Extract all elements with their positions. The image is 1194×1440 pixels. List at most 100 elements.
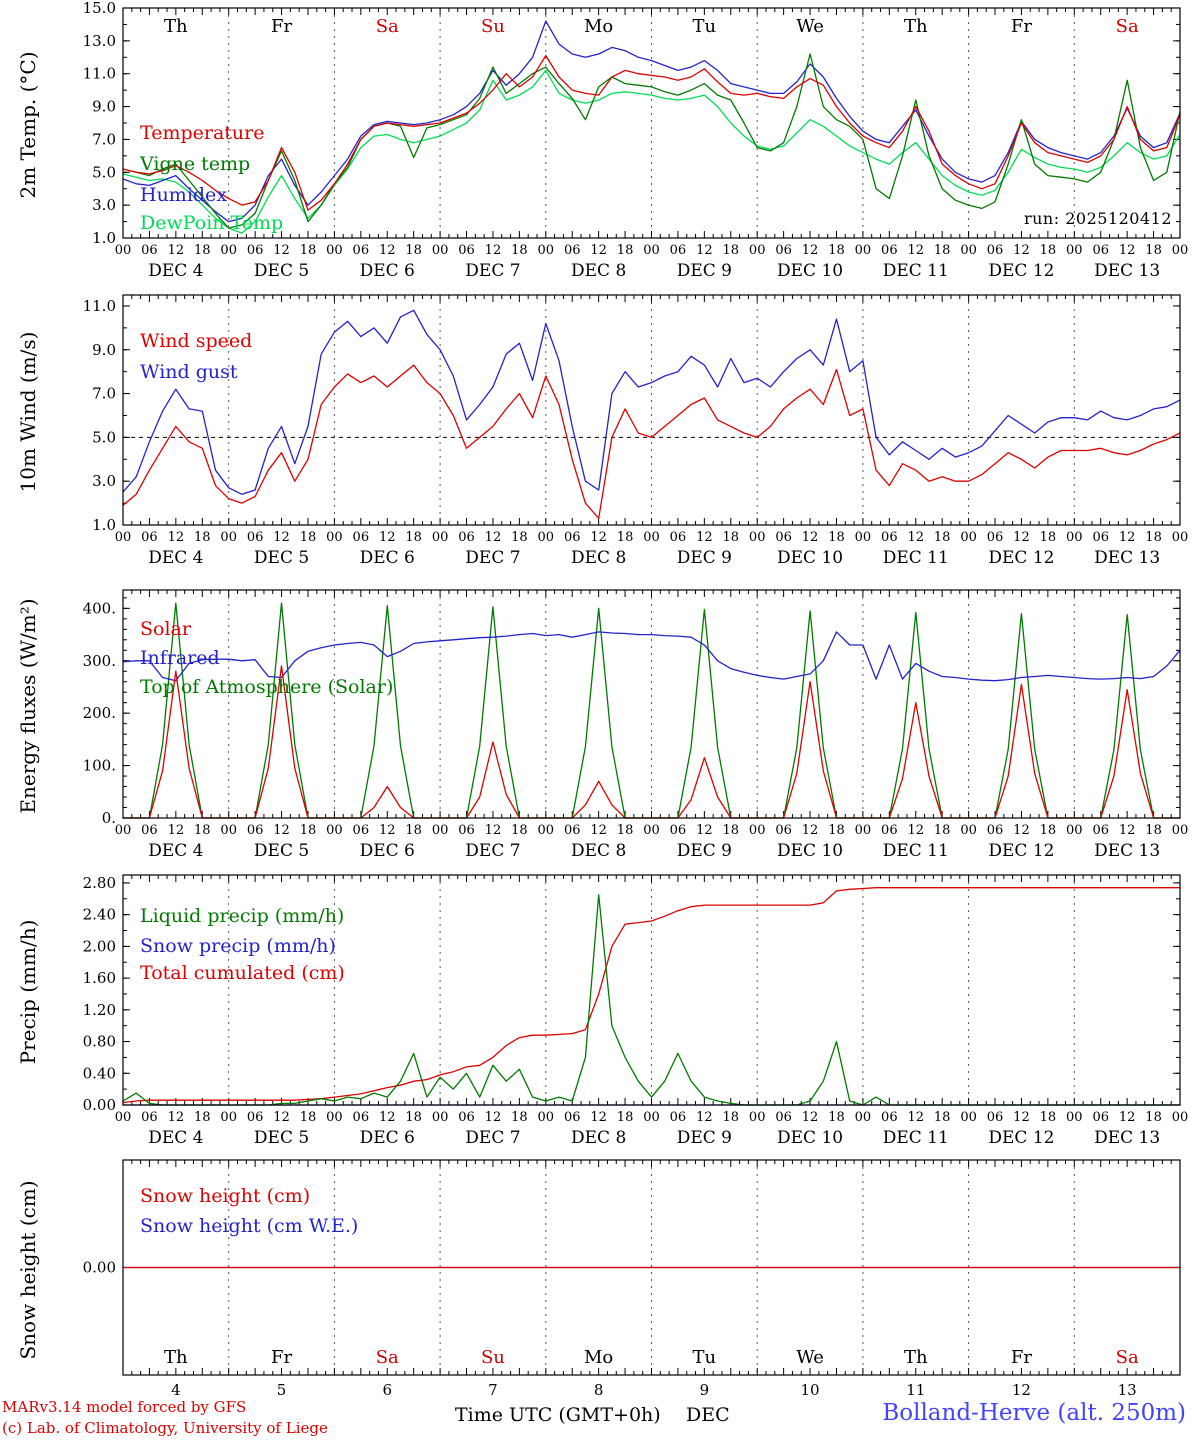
- svg-text:15.0: 15.0: [83, 0, 116, 17]
- svg-text:DEC 12: DEC 12: [988, 548, 1054, 568]
- svg-text:DEC 6: DEC 6: [360, 1128, 415, 1148]
- svg-text:06: 06: [670, 530, 687, 545]
- svg-text:06: 06: [353, 823, 370, 838]
- svg-text:18: 18: [934, 530, 951, 545]
- svg-text:8: 8: [594, 1381, 604, 1399]
- svg-text:Th: Th: [904, 16, 928, 37]
- x-axis-title-month: DEC: [686, 1404, 730, 1426]
- svg-text:00: 00: [855, 243, 872, 258]
- svg-text:06: 06: [670, 823, 687, 838]
- svg-text:00: 00: [960, 243, 977, 258]
- svg-text:DEC 13: DEC 13: [1094, 1128, 1160, 1148]
- svg-text:9.0: 9.0: [92, 341, 116, 359]
- legend-dewpoint-temp: DewPoin Temp: [140, 212, 284, 234]
- svg-text:12: 12: [168, 1110, 185, 1125]
- svg-text:18: 18: [828, 243, 845, 258]
- svg-text:Mo: Mo: [584, 16, 613, 37]
- legend-temperature: Temperature: [140, 122, 265, 144]
- legend-solar: Solar: [140, 618, 191, 640]
- svg-text:06: 06: [247, 530, 264, 545]
- svg-text:DEC 4: DEC 4: [148, 841, 203, 861]
- svg-text:5.0: 5.0: [92, 428, 116, 446]
- svg-text:DEC 5: DEC 5: [254, 841, 309, 861]
- svg-text:200.: 200.: [83, 704, 116, 722]
- svg-text:00: 00: [1172, 1110, 1189, 1125]
- svg-text:11.0: 11.0: [83, 297, 116, 315]
- svg-text:DEC 4: DEC 4: [148, 261, 203, 281]
- svg-text:DEC 10: DEC 10: [777, 841, 843, 861]
- svg-text:DEC 6: DEC 6: [360, 548, 415, 568]
- svg-text:00: 00: [432, 530, 449, 545]
- svg-text:12: 12: [696, 530, 713, 545]
- svg-text:DEC 10: DEC 10: [777, 261, 843, 281]
- svg-text:06: 06: [1092, 243, 1109, 258]
- svg-text:18: 18: [934, 823, 951, 838]
- svg-text:12: 12: [696, 1110, 713, 1125]
- svg-text:00: 00: [115, 1110, 132, 1125]
- svg-text:0.: 0.: [102, 809, 116, 827]
- svg-text:06: 06: [353, 243, 370, 258]
- svg-text:06: 06: [141, 530, 158, 545]
- svg-text:00: 00: [643, 1110, 660, 1125]
- svg-text:00: 00: [432, 823, 449, 838]
- svg-text:00: 00: [960, 1110, 977, 1125]
- svg-text:12: 12: [590, 1110, 607, 1125]
- svg-text:12: 12: [1119, 823, 1136, 838]
- svg-text:00: 00: [115, 823, 132, 838]
- svg-text:1.60: 1.60: [83, 969, 116, 987]
- svg-text:DEC 8: DEC 8: [571, 1128, 626, 1148]
- svg-text:18: 18: [405, 823, 422, 838]
- svg-text:3.0: 3.0: [92, 472, 116, 490]
- svg-text:00: 00: [643, 823, 660, 838]
- svg-text:12: 12: [696, 243, 713, 258]
- svg-text:12: 12: [802, 823, 819, 838]
- svg-text:0.00: 0.00: [83, 1259, 116, 1277]
- svg-text:06: 06: [247, 243, 264, 258]
- svg-text:00: 00: [643, 530, 660, 545]
- svg-text:12: 12: [1119, 1110, 1136, 1125]
- svg-text:00: 00: [749, 530, 766, 545]
- svg-text:9: 9: [700, 1381, 710, 1399]
- svg-text:We: We: [796, 1347, 824, 1368]
- svg-text:00: 00: [326, 1110, 343, 1125]
- svg-text:DEC 11: DEC 11: [883, 841, 949, 861]
- svg-text:18: 18: [723, 243, 740, 258]
- svg-text:06: 06: [564, 243, 581, 258]
- svg-text:Su: Su: [481, 16, 505, 37]
- svg-text:DEC 9: DEC 9: [677, 1128, 732, 1148]
- station-label: Bolland-Herve (alt. 250m): [882, 1400, 1186, 1426]
- svg-text:DEC 6: DEC 6: [360, 841, 415, 861]
- svg-text:DEC 10: DEC 10: [777, 1128, 843, 1148]
- svg-text:18: 18: [934, 243, 951, 258]
- legend-infrared: Infrared: [140, 647, 220, 669]
- svg-text:18: 18: [300, 823, 317, 838]
- svg-text:06: 06: [881, 530, 898, 545]
- svg-text:06: 06: [670, 243, 687, 258]
- svg-text:12: 12: [802, 1110, 819, 1125]
- svg-text:7.0: 7.0: [92, 130, 116, 148]
- svg-text:DEC 11: DEC 11: [883, 548, 949, 568]
- svg-text:12: 12: [168, 243, 185, 258]
- svg-text:18: 18: [194, 530, 211, 545]
- svg-text:18: 18: [828, 823, 845, 838]
- legend-snow-height: Snow height (cm): [140, 1185, 311, 1207]
- svg-text:DEC 6: DEC 6: [360, 261, 415, 281]
- svg-text:18: 18: [1145, 530, 1162, 545]
- svg-text:7: 7: [488, 1381, 498, 1399]
- svg-text:18: 18: [405, 243, 422, 258]
- svg-text:DEC 12: DEC 12: [988, 841, 1054, 861]
- svg-text:18: 18: [1040, 1110, 1057, 1125]
- legend-liquid-precip: Liquid precip (mm/h): [140, 905, 345, 927]
- svg-text:00: 00: [538, 530, 555, 545]
- svg-text:400.: 400.: [83, 599, 116, 617]
- svg-text:00: 00: [326, 530, 343, 545]
- svg-text:06: 06: [987, 243, 1004, 258]
- svg-text:06: 06: [564, 530, 581, 545]
- svg-text:0.00: 0.00: [83, 1096, 116, 1114]
- svg-text:Fr: Fr: [1011, 16, 1032, 37]
- svg-text:18: 18: [405, 530, 422, 545]
- svg-text:18: 18: [617, 1110, 634, 1125]
- svg-text:Sa: Sa: [376, 16, 399, 37]
- svg-text:18: 18: [1040, 243, 1057, 258]
- svg-text:DEC 7: DEC 7: [465, 261, 520, 281]
